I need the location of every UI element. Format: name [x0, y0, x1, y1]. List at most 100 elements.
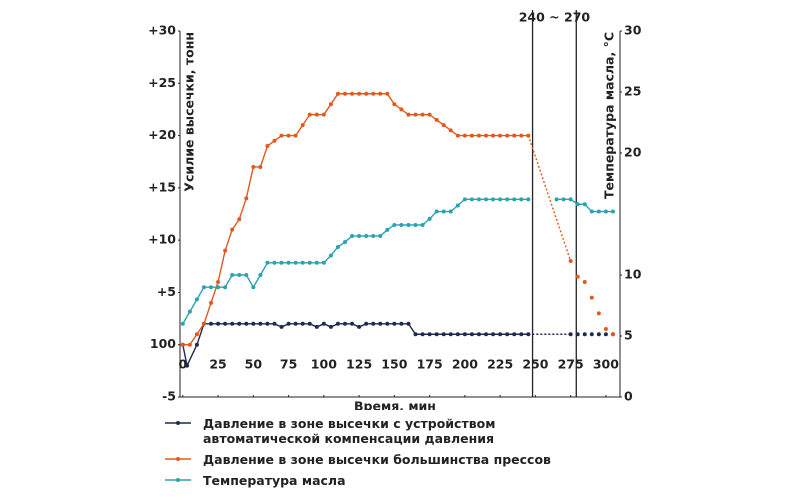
data-point [434, 332, 439, 337]
data-point [399, 107, 404, 112]
data-point [441, 209, 446, 214]
data-point [216, 285, 221, 290]
data-point [364, 91, 369, 96]
legend-dot [176, 478, 180, 482]
x-tick-label: 100 [311, 357, 337, 372]
legend-label: Температура масла [203, 473, 346, 488]
data-point [223, 248, 228, 253]
data-point [201, 285, 206, 290]
data-point [498, 133, 503, 138]
data-point [251, 164, 256, 169]
data-point [194, 332, 199, 337]
data-point [357, 91, 362, 96]
y2-tick-label: 0 [624, 389, 633, 404]
data-point [575, 274, 580, 279]
data-point [554, 197, 559, 202]
data-point [392, 321, 397, 326]
x-tick-label: 175 [417, 357, 443, 372]
x-tick-label: 200 [452, 357, 478, 372]
x-axis-label: Время, мин [354, 399, 436, 411]
data-point [441, 332, 446, 337]
x-tick-label: 50 [245, 357, 263, 372]
data-point [448, 209, 453, 214]
data-point [603, 327, 608, 332]
y2-tick-label: 25 [624, 84, 641, 99]
data-point [180, 321, 185, 326]
data-point [307, 321, 312, 326]
data-point [237, 273, 242, 277]
legend-label: Давление в зоне высечки большинства прес… [203, 452, 551, 467]
data-point [258, 164, 263, 169]
legend: Давление в зоне высечки с устройством ав… [165, 416, 585, 494]
data-point [568, 259, 573, 264]
y-tick-label: +20 [148, 127, 176, 142]
data-point [385, 91, 390, 96]
data-point [491, 133, 496, 138]
data-point [434, 117, 439, 122]
data-point [413, 332, 418, 337]
data-point [575, 202, 580, 207]
data-point [526, 332, 531, 337]
y-tick-label: +25 [148, 75, 176, 90]
data-point [194, 297, 199, 302]
data-point [328, 102, 333, 107]
data-point [448, 332, 453, 337]
data-point [406, 222, 411, 227]
x-tick-label: 250 [522, 357, 548, 372]
legend-entry: Температура масла [165, 473, 585, 488]
data-point [378, 321, 383, 326]
data-point [596, 332, 601, 337]
data-point [589, 295, 594, 300]
data-point [223, 321, 228, 326]
chart: Время, мин Усилие высечки, тонн Температ… [148, 10, 642, 414]
data-point [491, 332, 496, 337]
data-point [293, 133, 298, 138]
y-tick-label: +5 [157, 284, 176, 299]
data-point [526, 133, 531, 138]
data-point [603, 332, 608, 337]
data-point [603, 209, 608, 214]
data-point [484, 332, 489, 337]
data-point [582, 279, 587, 284]
data-point [286, 321, 291, 326]
y2-tick-label: 20 [624, 145, 642, 160]
data-point [350, 233, 355, 238]
data-point [385, 321, 390, 326]
data-point [286, 133, 291, 138]
data-point [484, 133, 489, 138]
x-tick-label: 0 [178, 357, 187, 372]
data-point [185, 363, 190, 368]
data-point [427, 216, 432, 221]
data-point [201, 321, 206, 326]
x-tick-label: 300 [593, 357, 619, 372]
data-point [378, 91, 383, 96]
data-point [589, 209, 594, 214]
data-point [491, 197, 496, 202]
legend-entry: Давление в зоне высечки с устройством ав… [165, 416, 585, 446]
data-point [469, 332, 474, 337]
data-point [378, 233, 383, 238]
data-point [230, 321, 235, 326]
data-point [420, 222, 425, 227]
data-point [209, 321, 214, 326]
y2-tick-label: 10 [624, 267, 642, 282]
data-point [279, 324, 284, 329]
data-point [434, 209, 439, 214]
data-point [512, 133, 517, 138]
data-point [399, 321, 404, 326]
x-tick-label: 225 [487, 357, 513, 372]
data-point [265, 321, 270, 326]
data-point [484, 197, 489, 202]
data-point [286, 260, 291, 265]
data-point [251, 285, 256, 290]
data-point [237, 321, 242, 326]
data-point [244, 196, 249, 201]
series-line [182, 93, 529, 346]
data-point [265, 144, 270, 149]
data-point [258, 273, 263, 277]
data-point [406, 112, 411, 117]
data-point [427, 332, 432, 337]
data-point [392, 222, 397, 227]
data-point [314, 324, 319, 329]
y2-tick-label: 5 [624, 328, 633, 343]
